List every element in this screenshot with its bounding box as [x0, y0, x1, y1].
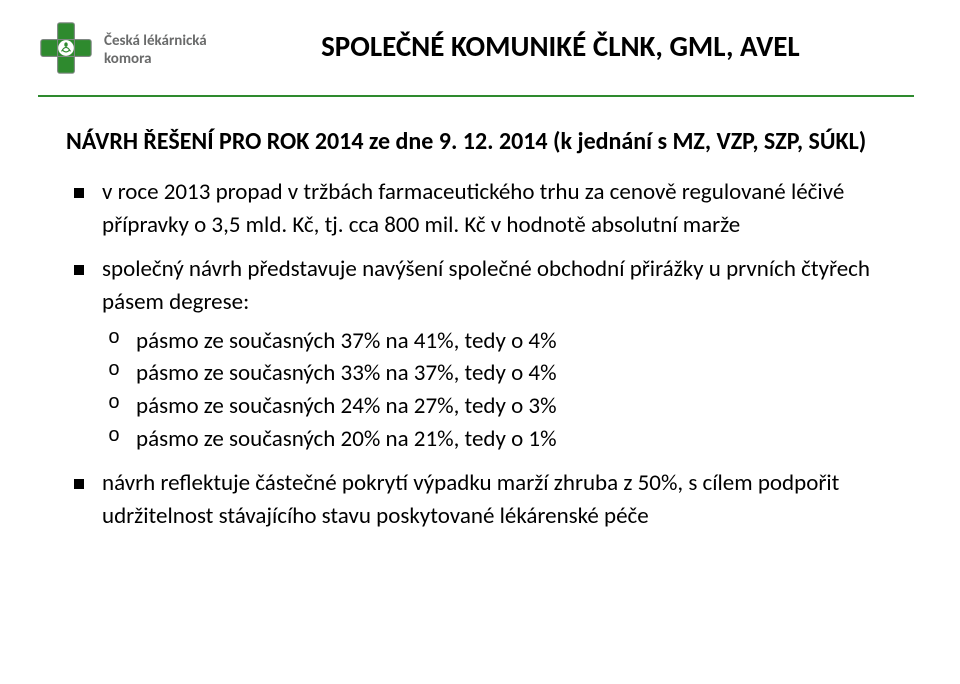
sub-item: pásmo ze současných 37% na 41%, tedy o 4…	[102, 325, 900, 358]
pharmacy-cross-icon	[38, 20, 94, 81]
bullet-text: společný návrh představuje navýšení spol…	[102, 255, 870, 316]
title-wrap: SPOLEČNÉ KOMUNIKÉ ČLNK, GML, AVEL	[207, 20, 914, 64]
bullet-item: společný návrh představuje navýšení spol…	[74, 253, 900, 455]
bullet-text: v roce 2013 propad v tržbách farmaceutic…	[102, 178, 844, 239]
sub-item: pásmo ze současných 20% na 21%, tedy o 1…	[102, 423, 900, 456]
sub-item: pásmo ze současných 24% na 27%, tedy o 3…	[102, 390, 900, 423]
content: NÁVRH ŘEŠENÍ PRO ROK 2014 ze dne 9. 12. …	[0, 97, 960, 533]
logo-text: Česká lékárnická komora	[104, 33, 207, 68]
sub-list: pásmo ze současných 37% na 41%, tedy o 4…	[102, 325, 900, 456]
sub-item: pásmo ze současných 33% na 37%, tedy o 4…	[102, 357, 900, 390]
bullet-list: v roce 2013 propad v tržbách farmaceutic…	[74, 176, 900, 533]
subheading: NÁVRH ŘEŠENÍ PRO ROK 2014 ze dne 9. 12. …	[66, 127, 900, 156]
logo-line-1: Česká lékárnická	[104, 33, 207, 50]
logo-block: Česká lékárnická komora	[38, 20, 207, 81]
bullet-text: návrh reflektuje částečné pokrytí výpadk…	[102, 469, 839, 530]
logo-line-2: komora	[104, 51, 207, 68]
slide-title: SPOLEČNÉ KOMUNIKÉ ČLNK, GML, AVEL	[207, 28, 914, 64]
bullet-item: návrh reflektuje částečné pokrytí výpadk…	[74, 467, 900, 532]
bullet-item: v roce 2013 propad v tržbách farmaceutic…	[74, 176, 900, 241]
header-row: Česká lékárnická komora SPOLEČNÉ KOMUNIK…	[0, 0, 960, 81]
slide: Česká lékárnická komora SPOLEČNÉ KOMUNIK…	[0, 0, 960, 684]
